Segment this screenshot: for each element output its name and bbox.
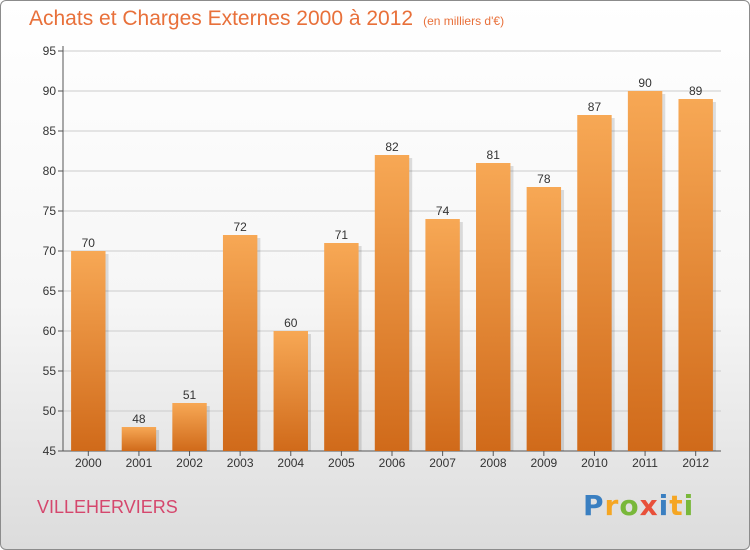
bar-2012 — [678, 99, 713, 451]
y-tick-label: 55 — [43, 364, 57, 378]
y-tick-label: 70 — [43, 244, 57, 258]
y-tick-label: 80 — [43, 164, 57, 178]
x-tick-label: 2007 — [429, 456, 456, 470]
data-label: 72 — [233, 220, 247, 234]
chart-subtitle: (en milliers d'€) — [423, 14, 505, 28]
logo-letter: i — [658, 489, 670, 522]
bar-2008 — [476, 163, 511, 451]
bar-2004 — [273, 331, 308, 451]
x-tick-label: 2009 — [530, 456, 557, 470]
bar-2006 — [374, 155, 410, 451]
data-label: 70 — [82, 236, 96, 250]
x-tick-label: 2010 — [581, 456, 608, 470]
data-label: 48 — [132, 412, 146, 426]
bar-2009 — [526, 187, 562, 451]
data-label: 78 — [537, 172, 551, 186]
x-tick-label: 2002 — [176, 456, 203, 470]
proxiti-logo[interactable]: Proxiti — [583, 489, 694, 522]
logo-letter: i — [683, 489, 695, 522]
data-label: 90 — [638, 76, 652, 90]
y-tick-label: 75 — [43, 204, 57, 218]
logo-letter: r — [604, 489, 620, 522]
y-tick-label: 60 — [43, 324, 57, 338]
bar-2002 — [172, 403, 207, 451]
x-tick-label: 2011 — [632, 456, 658, 470]
x-tick-label: 2008 — [480, 456, 507, 470]
chart-title: Achats et Charges Externes 2000 à 2012 (e… — [29, 7, 504, 31]
data-label: 87 — [588, 100, 602, 114]
data-label: 71 — [335, 228, 349, 242]
y-tick-label: 90 — [43, 84, 57, 98]
bar-2001 — [121, 427, 157, 451]
bar-2010 — [577, 115, 612, 451]
data-label: 89 — [689, 84, 703, 98]
data-label: 81 — [487, 148, 501, 162]
bars — [71, 91, 716, 451]
x-tick-label: 2001 — [126, 456, 153, 470]
logo-letter: P — [583, 489, 605, 522]
x-tick-label: 2004 — [277, 456, 304, 470]
y-tick-label: 50 — [43, 404, 57, 418]
town-name: VILLEHERVIERS — [37, 497, 178, 517]
y-tick-label: 95 — [43, 44, 57, 58]
bar-2003 — [222, 235, 258, 451]
x-tick-label: 2006 — [379, 456, 406, 470]
x-tick-label: 2003 — [227, 456, 254, 470]
logo-letter: x — [639, 489, 659, 522]
bar-2000 — [71, 251, 106, 451]
y-tick-label: 45 — [43, 444, 57, 458]
x-tick-label: 2005 — [328, 456, 355, 470]
data-label: 74 — [436, 204, 450, 218]
x-tick-label: 2000 — [75, 456, 102, 470]
x-tick-label: 2012 — [682, 456, 709, 470]
data-label: 51 — [183, 388, 197, 402]
y-tick-label: 65 — [43, 284, 57, 298]
bar-2007 — [425, 219, 460, 451]
data-labels: 70 48 51 72 60 71 82 74 81 78 87 90 89 — [82, 76, 703, 426]
data-label: 60 — [284, 316, 298, 330]
logo-letter: t — [669, 489, 684, 522]
logo-letter: o — [619, 489, 640, 522]
bar-2005 — [324, 243, 359, 451]
y-tick-label: 85 — [43, 124, 57, 138]
data-label: 82 — [385, 140, 399, 154]
chart-title-text: Achats et Charges Externes 2000 à 2012 — [29, 7, 414, 30]
bar-2011 — [627, 91, 663, 451]
